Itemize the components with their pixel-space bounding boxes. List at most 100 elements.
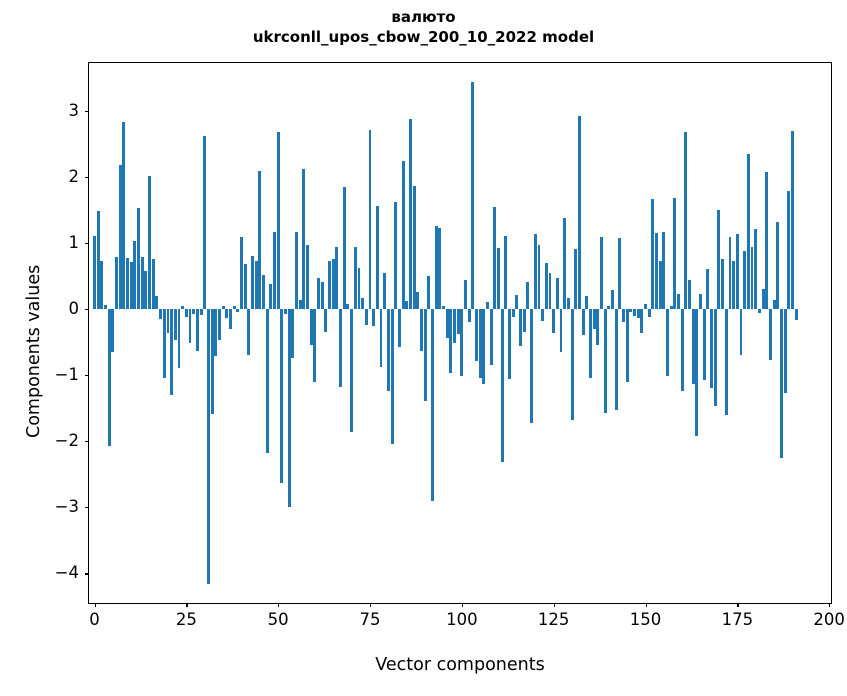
bar: [243, 263, 247, 309]
bar: [107, 308, 111, 447]
bar: [184, 308, 188, 317]
x-tick-label: 100: [446, 610, 478, 629]
x-tick-label: 50: [267, 610, 289, 629]
bar: [427, 276, 431, 309]
bar: [342, 187, 346, 309]
bar: [129, 261, 133, 309]
bar: [390, 308, 394, 445]
x-tick-label: 125: [537, 610, 570, 629]
bar: [221, 305, 225, 309]
bar: [228, 308, 232, 329]
bar: [258, 170, 262, 309]
bar: [548, 272, 552, 309]
bar: [317, 278, 321, 309]
bar: [328, 260, 332, 309]
bar: [541, 308, 545, 322]
bar: [236, 308, 240, 313]
y-tick-label: 2: [68, 166, 80, 186]
bar: [181, 306, 185, 309]
bar: [368, 130, 372, 309]
bar: [173, 308, 177, 340]
bar: [750, 246, 754, 309]
bar: [126, 257, 130, 309]
bar: [633, 308, 636, 317]
chart-title-line2: ukrconll_upos_cbow_200_10_2022 model: [252, 28, 595, 46]
bar: [306, 244, 310, 309]
bar: [372, 308, 376, 327]
bar: [416, 291, 420, 309]
bar: [779, 308, 783, 459]
bar: [566, 298, 570, 309]
bar: [614, 308, 618, 410]
bar: [438, 228, 442, 309]
bar: [610, 289, 614, 309]
bar: [467, 308, 471, 323]
bar: [148, 176, 152, 309]
bar: [225, 308, 229, 319]
bar: [280, 308, 284, 483]
bar: [724, 308, 728, 415]
bar: [486, 302, 490, 309]
bar: [688, 280, 692, 309]
bar: [721, 259, 725, 309]
bar: [713, 308, 717, 407]
bar: [188, 308, 192, 344]
bar: [655, 232, 658, 309]
bar: [621, 308, 625, 323]
bar: [519, 308, 523, 346]
bar: [768, 308, 772, 361]
bar: [588, 308, 592, 378]
bar: [453, 308, 456, 344]
bar: [140, 256, 144, 309]
bar: [699, 293, 703, 309]
bar: [757, 308, 761, 313]
bar: [309, 308, 313, 346]
bar: [239, 236, 243, 309]
bar: [434, 225, 438, 309]
bar: [430, 308, 434, 501]
y-tick-label: −1: [54, 364, 79, 384]
bar: [673, 197, 677, 309]
bar: [210, 308, 214, 414]
bar: [96, 211, 100, 309]
bar: [313, 308, 317, 383]
bar: [298, 300, 302, 309]
bar: [625, 308, 629, 383]
bar: [166, 308, 170, 333]
bar: [357, 267, 361, 309]
bar-series: [89, 63, 831, 603]
bar: [346, 304, 350, 309]
bar: [471, 82, 475, 309]
y-tick-mark: [85, 441, 89, 443]
bar: [577, 115, 581, 309]
bar: [397, 308, 401, 347]
y-tick-mark: [85, 176, 89, 178]
x-tick-mark: [370, 603, 372, 607]
bar: [489, 308, 493, 366]
bar: [790, 131, 794, 309]
bar: [607, 305, 611, 309]
bar: [386, 308, 390, 392]
x-tick-label: 200: [813, 610, 845, 629]
x-tick-label: 25: [175, 610, 197, 629]
bar: [559, 308, 563, 352]
bar: [629, 308, 633, 312]
bar: [93, 235, 96, 309]
bar: [728, 236, 732, 309]
bar: [324, 308, 328, 332]
bar: [618, 238, 622, 309]
bar: [596, 308, 600, 345]
bar: [195, 308, 199, 351]
bar: [592, 308, 596, 329]
bar: [530, 308, 534, 424]
x-tick-label: 75: [359, 610, 381, 629]
bar: [772, 299, 776, 309]
bar: [155, 296, 159, 309]
bar: [100, 260, 104, 309]
bar: [287, 308, 291, 507]
bar: [203, 135, 207, 309]
bar: [710, 308, 714, 388]
bar: [379, 308, 383, 368]
bar: [585, 296, 589, 309]
